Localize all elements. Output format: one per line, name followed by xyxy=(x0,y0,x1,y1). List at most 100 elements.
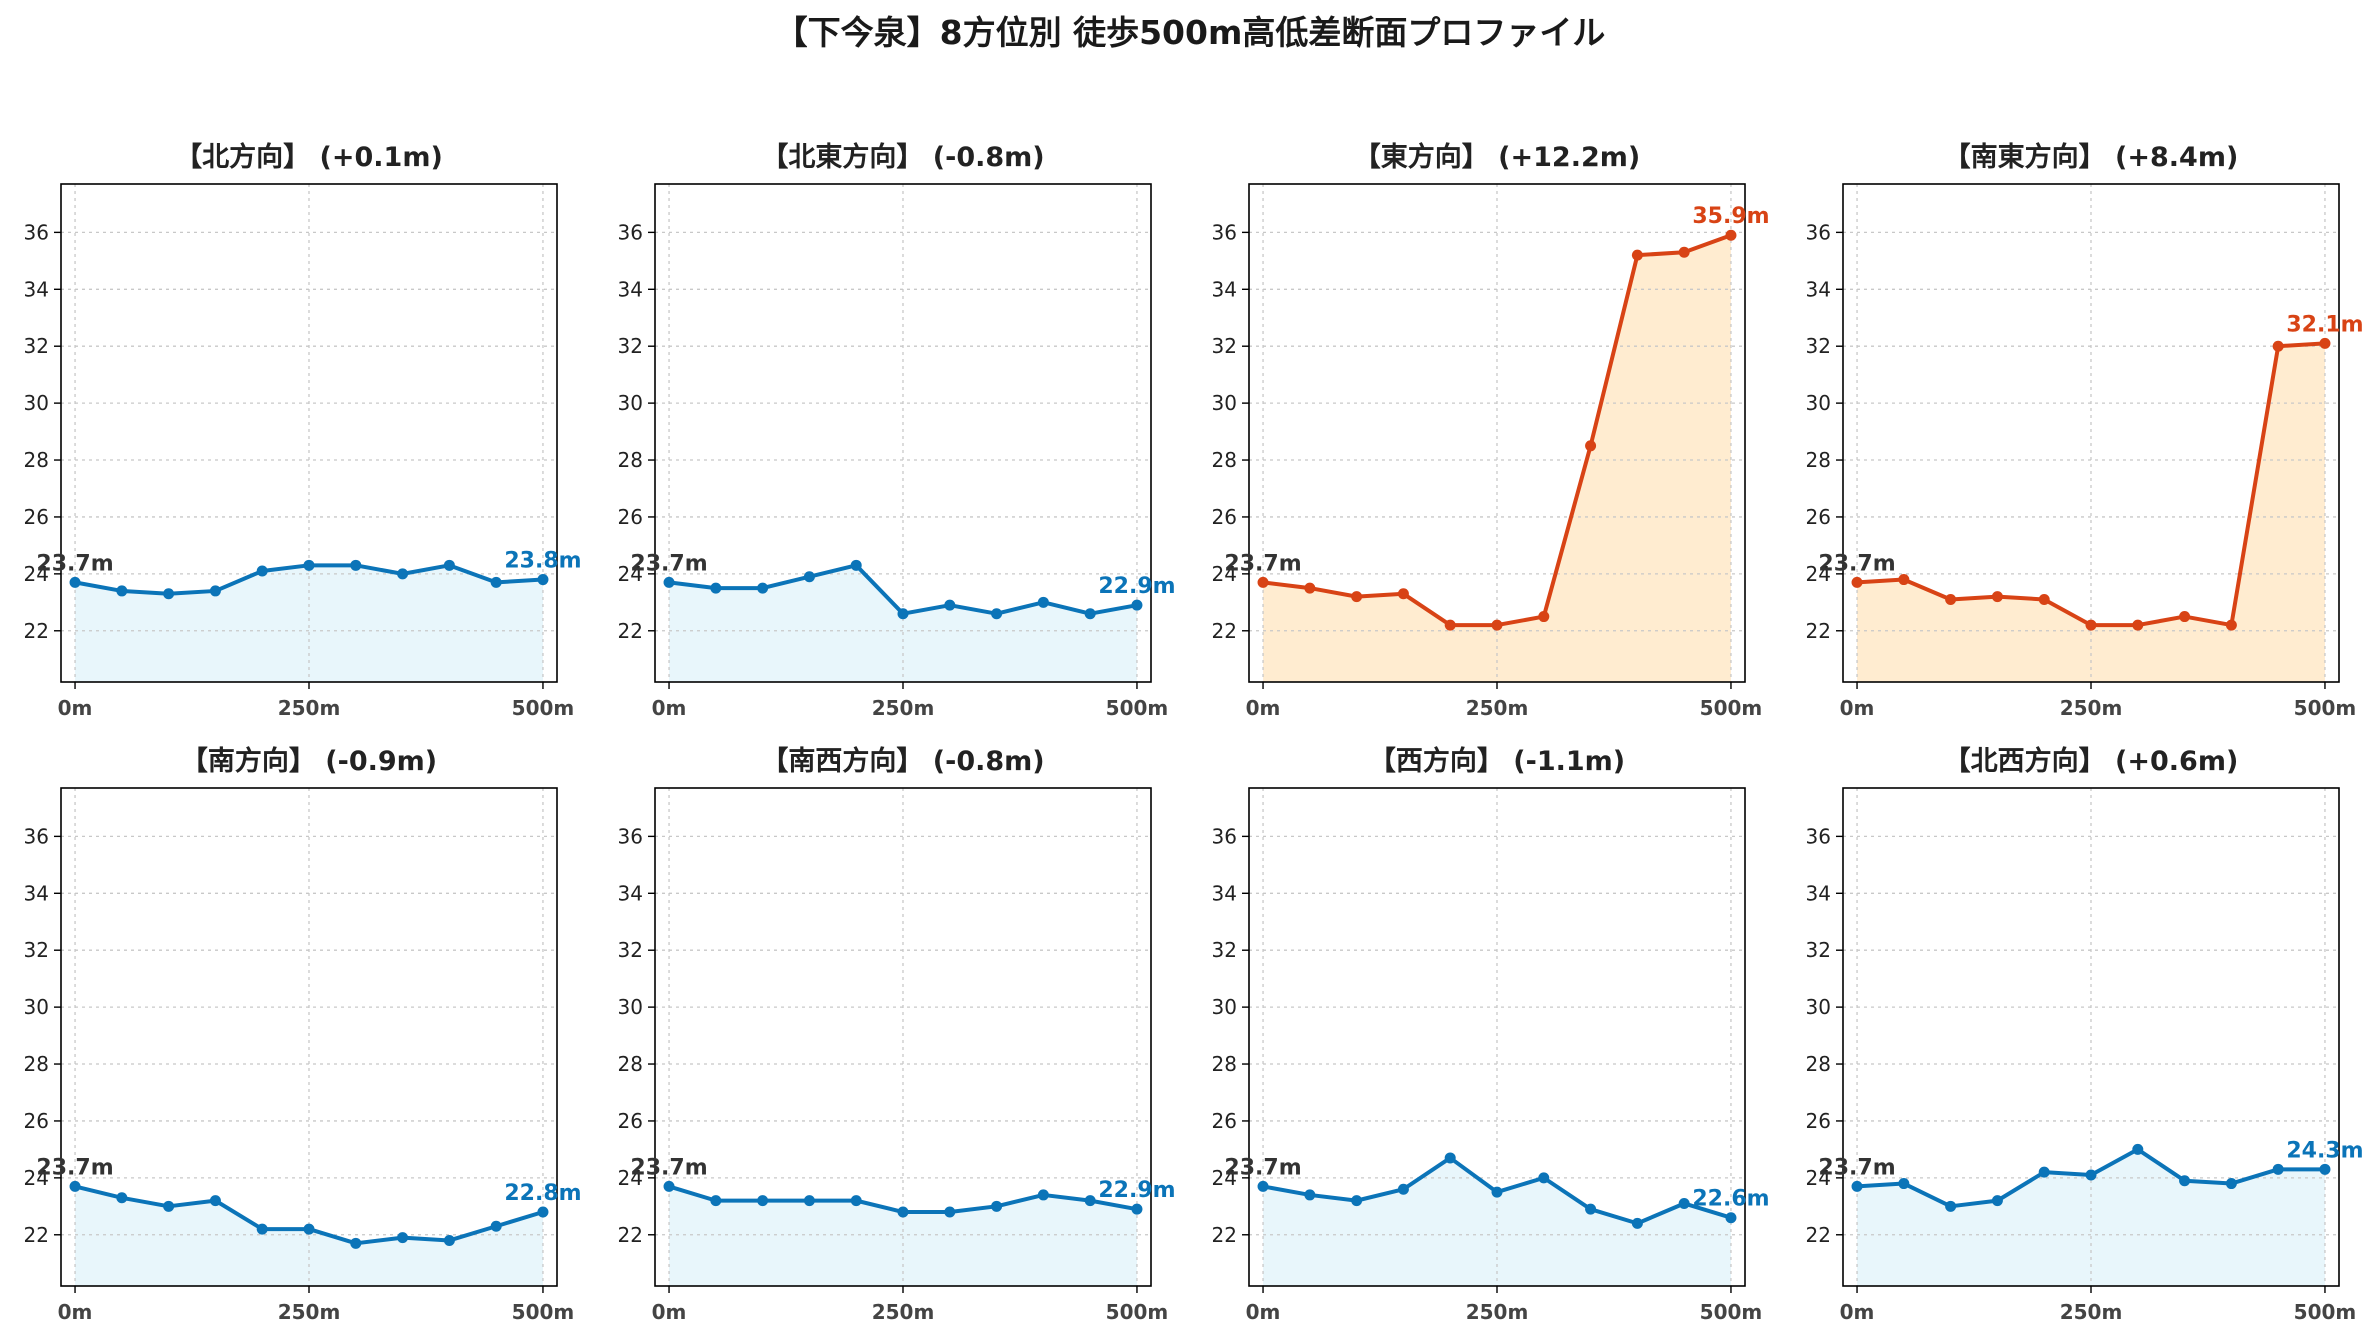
start-elevation-label: 23.7m xyxy=(36,1155,113,1180)
profile-area xyxy=(669,565,1137,682)
profile-area xyxy=(1263,235,1731,683)
profile-point xyxy=(2038,593,2050,605)
y-tick-label: 28 xyxy=(24,448,49,472)
y-tick-label: 32 xyxy=(618,938,643,962)
y-tick-label: 22 xyxy=(618,1223,643,1247)
profile-point xyxy=(663,576,675,588)
profile-point xyxy=(397,568,409,580)
panel-title: 【西方向】 (-1.1m) xyxy=(1369,745,1625,777)
profile-point xyxy=(303,559,315,571)
profile-point xyxy=(303,1223,315,1235)
direction-panel: 【西方向】 (-1.1m) 22 24 26 28 30 32 34 36 0m 250m 500m 2… xyxy=(1212,745,1770,1324)
profile-point xyxy=(991,608,1003,620)
profile-point xyxy=(1585,1203,1597,1215)
profile-point xyxy=(1397,588,1409,600)
y-tick-label: 24 xyxy=(24,1166,49,1190)
profile-point xyxy=(537,574,549,586)
y-tick-label: 28 xyxy=(1212,448,1237,472)
profile-point xyxy=(1304,1189,1316,1201)
profile-point xyxy=(803,571,815,583)
y-tick-label: 24 xyxy=(618,562,643,586)
y-tick-label: 32 xyxy=(24,334,49,358)
profile-point xyxy=(710,582,722,594)
profile-point xyxy=(1585,440,1597,452)
profile-point xyxy=(1945,593,1957,605)
profile-point xyxy=(397,1232,409,1244)
x-tick-label: 0m xyxy=(652,1300,687,1324)
profile-point xyxy=(209,585,221,597)
profile-point xyxy=(1631,1217,1643,1229)
y-tick-label: 22 xyxy=(1806,619,1831,643)
x-tick-label: 250m xyxy=(278,696,341,720)
profile-point xyxy=(1945,1200,1957,1212)
profile-point xyxy=(1037,1189,1049,1201)
profile-point xyxy=(2038,1166,2050,1178)
profile-point xyxy=(1257,1180,1269,1192)
direction-panel: 【北東方向】 (-0.8m) 22 24 26 28 30 32 34 36 0m 250m 500m… xyxy=(618,141,1176,720)
end-elevation-label: 22.6m xyxy=(1692,1187,1769,1212)
y-tick-label: 34 xyxy=(1212,881,1237,905)
end-elevation-label: 35.9m xyxy=(1692,204,1769,229)
profile-point xyxy=(163,1200,175,1212)
profile-point xyxy=(1725,1212,1737,1224)
profile-point xyxy=(1991,1195,2003,1207)
panel-title: 【北方向】 (+0.1m) xyxy=(175,141,443,173)
profile-point xyxy=(1538,611,1550,623)
profile-point xyxy=(1491,619,1503,631)
profile-point xyxy=(2179,611,2191,623)
profile-point xyxy=(1991,591,2003,603)
profile-point xyxy=(2179,1175,2191,1187)
profile-point xyxy=(1444,619,1456,631)
start-elevation-label: 23.7m xyxy=(36,551,113,576)
profile-area xyxy=(75,565,543,682)
profile-point xyxy=(2272,340,2284,352)
profile-point xyxy=(2319,1163,2331,1175)
figure-title: 【下今泉】8方位別 徒歩500m高低差断面プロファイル xyxy=(775,13,1606,52)
y-tick-label: 32 xyxy=(1212,938,1237,962)
profile-point xyxy=(537,1206,549,1218)
x-tick-label: 500m xyxy=(2294,1300,2357,1324)
profile-point xyxy=(1444,1152,1456,1164)
profile-area xyxy=(1857,343,2325,682)
profile-point xyxy=(1491,1186,1503,1198)
x-tick-label: 250m xyxy=(278,1300,341,1324)
profile-point xyxy=(490,1220,502,1232)
profile-point xyxy=(1351,591,1363,603)
x-tick-label: 500m xyxy=(512,1300,575,1324)
profile-point xyxy=(1631,249,1643,261)
y-tick-label: 26 xyxy=(618,1109,643,1133)
x-tick-label: 0m xyxy=(1246,696,1281,720)
y-tick-label: 30 xyxy=(24,391,49,415)
y-tick-label: 24 xyxy=(24,562,49,586)
panel-title: 【南西方向】 (-0.8m) xyxy=(761,745,1044,777)
profile-point xyxy=(350,559,362,571)
profile-point xyxy=(1084,608,1096,620)
x-tick-label: 0m xyxy=(1840,1300,1875,1324)
y-tick-label: 22 xyxy=(1212,619,1237,643)
y-tick-label: 30 xyxy=(618,391,643,415)
start-elevation-label: 23.7m xyxy=(1224,551,1301,576)
profile-point xyxy=(1851,1180,1863,1192)
y-tick-label: 34 xyxy=(1806,881,1831,905)
start-elevation-label: 23.7m xyxy=(630,1155,707,1180)
y-tick-label: 22 xyxy=(24,619,49,643)
profile-point xyxy=(256,565,268,577)
profile-point xyxy=(897,1206,909,1218)
profile-point xyxy=(69,1180,81,1192)
y-tick-label: 34 xyxy=(1806,277,1831,301)
y-tick-label: 22 xyxy=(1212,1223,1237,1247)
y-tick-label: 24 xyxy=(1806,562,1831,586)
profile-point xyxy=(443,559,455,571)
profile-point xyxy=(350,1237,362,1249)
profile-point xyxy=(2085,1169,2097,1181)
panel-title: 【東方向】 (+12.2m) xyxy=(1354,141,1640,173)
profile-point xyxy=(490,576,502,588)
profile-point xyxy=(944,599,956,611)
profile-point xyxy=(69,576,81,588)
profile-point xyxy=(803,1195,815,1207)
y-tick-label: 28 xyxy=(1806,448,1831,472)
profile-point xyxy=(209,1195,221,1207)
x-tick-label: 0m xyxy=(58,1300,93,1324)
end-elevation-label: 23.8m xyxy=(504,549,581,574)
